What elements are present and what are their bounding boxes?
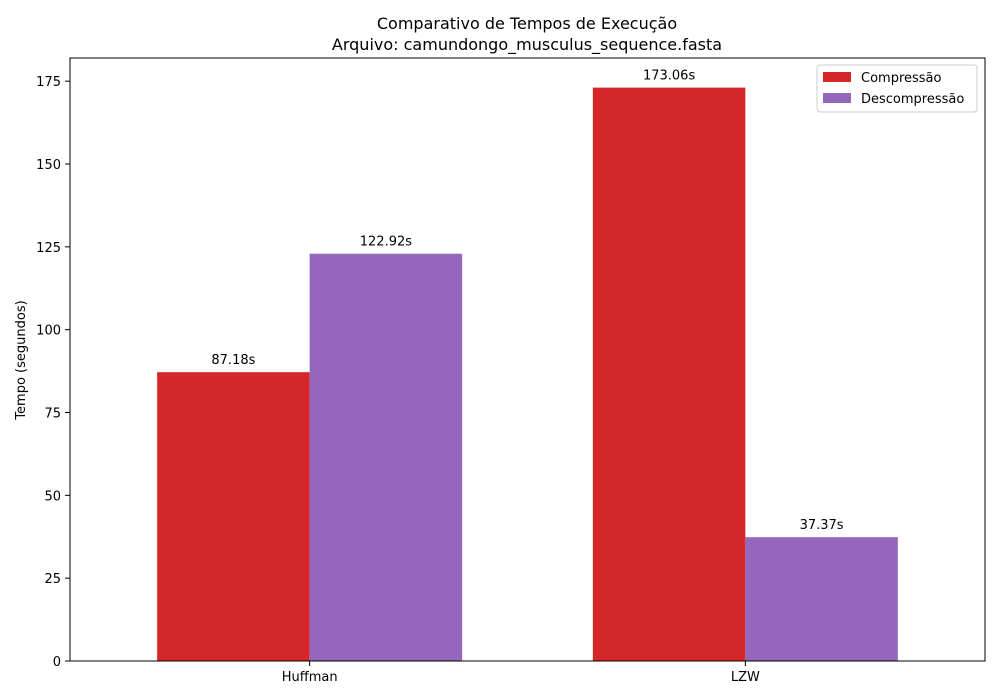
x-tick-label: Huffman: [282, 670, 338, 685]
legend: Compressão Descompressão: [816, 64, 978, 113]
legend-label: Compressão: [861, 71, 942, 86]
y-tick-label: 25: [44, 572, 61, 587]
chart-title: Comparativo de Tempos de Execução: [377, 14, 677, 33]
bar-lzw-0: [592, 87, 746, 662]
plot-frame: [69, 57, 986, 662]
x-tick-label: LZW: [731, 670, 760, 685]
y-tick-label: 50: [44, 489, 61, 504]
y-tick-label: 0: [53, 655, 61, 670]
legend-label: Descompressão: [861, 92, 964, 107]
legend-box: [816, 64, 978, 113]
bar-huffman-0: [157, 372, 310, 661]
data-labels-group: 87.18s 173.06s 122.92s 37.37s: [211, 69, 843, 534]
y-tick-label: 100: [36, 324, 61, 339]
bar-lzw-1: [745, 537, 898, 661]
bar-huffman-1: [309, 253, 463, 661]
legend-swatch: [823, 93, 851, 103]
y-tick-label: 125: [36, 241, 61, 256]
bars-group: [157, 87, 898, 662]
y-axis-label: Tempo (segundos): [14, 300, 29, 420]
legend-swatch: [823, 72, 851, 82]
data-label: 87.18s: [211, 353, 255, 368]
chart-subtitle: Arquivo: camundongo_musculus_sequence.fa…: [332, 35, 722, 55]
y-tick-label: 175: [36, 75, 61, 90]
y-tick-label: 150: [36, 158, 61, 173]
data-label: 173.06s: [643, 69, 695, 84]
axes-group: 0 25 50 75 100 125 150 175 Huffman LZW: [36, 57, 986, 685]
y-tick-label: 75: [44, 407, 61, 422]
data-label: 37.37s: [800, 518, 844, 533]
data-label: 122.92s: [360, 235, 412, 250]
